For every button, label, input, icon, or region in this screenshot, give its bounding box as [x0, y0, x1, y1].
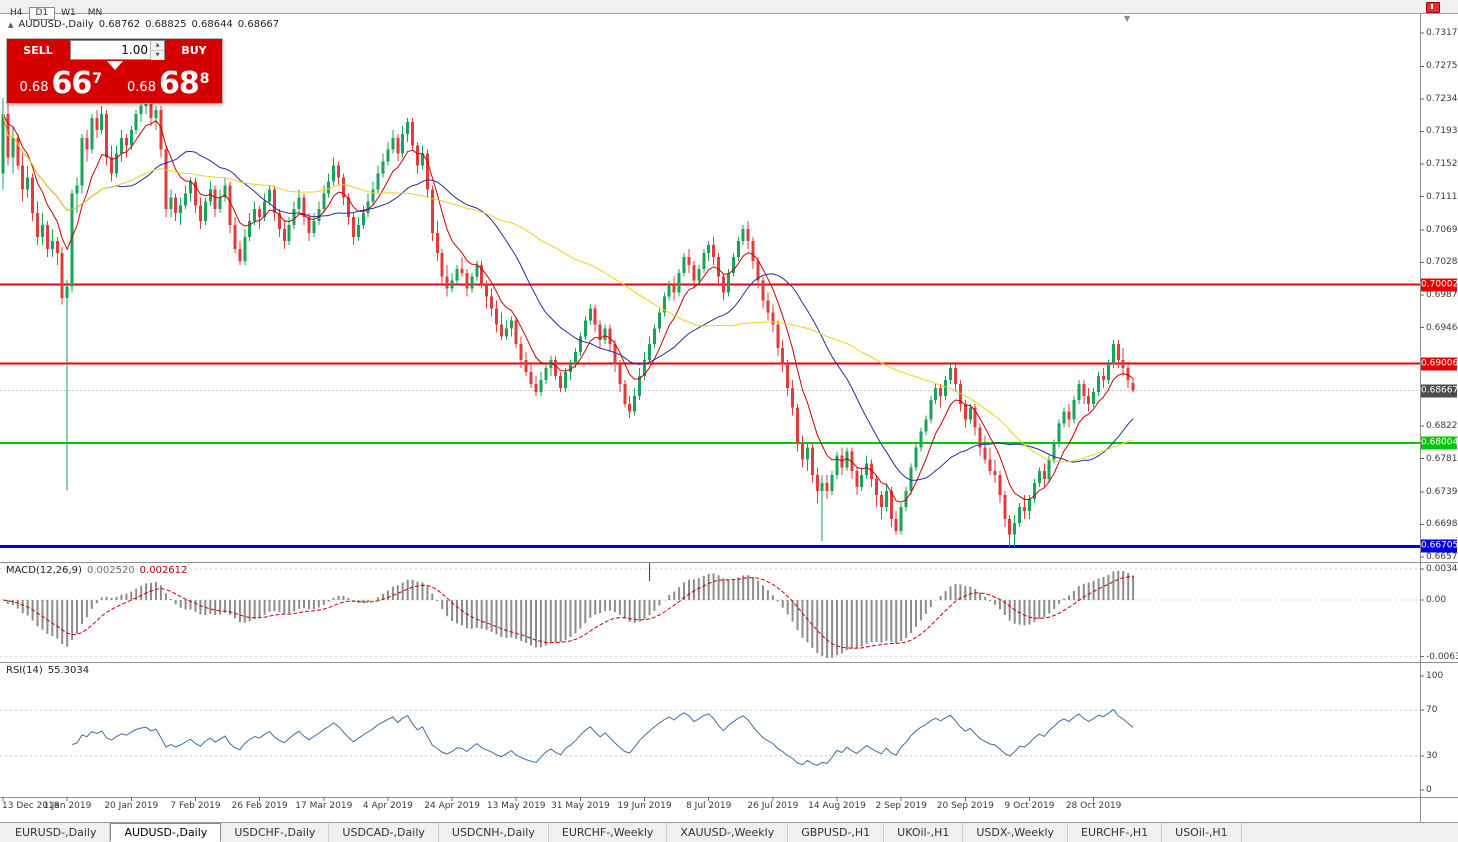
chart-tab-usdcnh-daily[interactable]: USDCNH-,Daily [439, 823, 549, 842]
bid-prefix: 0.68 [19, 80, 49, 95]
last-bar-anchor-icon: ▼ [1124, 14, 1131, 23]
ohlc-low: 0.68644 [191, 19, 233, 30]
rsi-header: RSI(14) 55.3034 [6, 665, 94, 676]
macd-value-main: 0.002520 [86, 565, 135, 576]
chart-tab-gbpusd-h1[interactable]: GBPUSD-,H1 [788, 823, 885, 842]
volume-value: 1.00 [121, 43, 148, 57]
one-click-trading-widget: SELL 1.00 ▲ ▼ BUY 0.68 66 7 0.68 68 8 [7, 39, 222, 103]
chart-tab-eurchf-h1[interactable]: EURCHF-,H1 [1068, 823, 1163, 842]
timeframe-button-d1[interactable]: D1 [28, 7, 56, 20]
bid-big: 66 [51, 66, 92, 101]
ask-prefix: 0.68 [127, 80, 156, 95]
ohlc-open: 0.68762 [98, 19, 141, 30]
date-axis[interactable] [0, 797, 1420, 822]
sell-button[interactable]: SELL [7, 39, 69, 61]
macd-header: MACD(12,26,9) 0.002520 0.002612 [6, 565, 192, 576]
level-lines-layer [0, 283, 1420, 548]
moving-averages-layer [2, 113, 1134, 503]
separators-layer [0, 14, 1458, 822]
ohlc-high: 0.68825 [145, 19, 187, 30]
ohlc-close: 0.68667 [237, 19, 280, 30]
chart-tab-ukoil-h1[interactable]: UKOil-,H1 [884, 823, 964, 842]
ask-big: 68 [158, 66, 200, 101]
timeframe-toolbar: H4 D1 W1 MN [0, 0, 1458, 20]
chart-tab-usdchf-daily[interactable]: USDCHF-,Daily [221, 823, 330, 842]
axis-ticks-layer [2, 32, 1424, 801]
chart-tab-eurusd-daily[interactable]: EURUSD-,Daily [2, 823, 111, 842]
toolbar-chart-style-icon[interactable] [1426, 2, 1440, 13]
volume-spinner: ▲ ▼ [150, 41, 164, 60]
candles-layer [1, 94, 1135, 547]
chart-tab-eurchf-weekly[interactable]: EURCHF-,Weekly [549, 823, 668, 842]
macd-value-signal: 0.002612 [139, 565, 188, 576]
timeframe-button-h4[interactable]: H4 [10, 8, 23, 18]
volume-input[interactable]: 1.00 ▲ ▼ [70, 40, 165, 60]
bid-price[interactable]: 0.68 66 7 [7, 61, 115, 103]
price-axis[interactable] [1420, 14, 1458, 797]
bid-sup: 7 [92, 71, 102, 87]
chart-tab-audusd-daily[interactable]: AUDUSD-,Daily [110, 823, 222, 842]
rsi-name: RSI(14) [6, 665, 43, 676]
timeframe-button-mn[interactable]: MN [87, 8, 103, 18]
chart-tab-usoil-h1[interactable]: USOil-,H1 [1162, 823, 1242, 842]
macd-layer [0, 563, 1420, 659]
buy-button[interactable]: BUY [166, 39, 222, 61]
chart-tab-xauusd-weekly[interactable]: XAUUSD-,Weekly [667, 823, 789, 842]
macd-name: MACD(12,26,9) [6, 565, 82, 576]
chart-tab-usdcad-daily[interactable]: USDCAD-,Daily [329, 823, 439, 842]
spinner-down-icon[interactable]: ▼ [151, 51, 164, 60]
symbol-header: ▲ AUDUSD-,Daily 0.68762 0.68825 0.68644 0.686… [8, 19, 284, 30]
rsi-value: 55.3034 [47, 665, 90, 676]
chart-marker-icon: ▲ [8, 21, 14, 29]
spread-notch [106, 61, 123, 70]
spinner-up-icon[interactable]: ▲ [151, 41, 164, 51]
ask-price[interactable]: 0.68 68 8 [115, 61, 223, 103]
ask-sup: 8 [199, 71, 210, 87]
rsi-layer [0, 708, 1420, 766]
symbol-name: AUDUSD-,Daily [18, 19, 94, 30]
chart-tab-usdx-weekly[interactable]: USDX-,Weekly [963, 823, 1069, 842]
timeframe-button-w1[interactable]: W1 [61, 8, 76, 18]
chart-tabs-bar: EURUSD-,Daily AUDUSD-,Daily USDCHF-,Daily U… [0, 822, 1458, 842]
